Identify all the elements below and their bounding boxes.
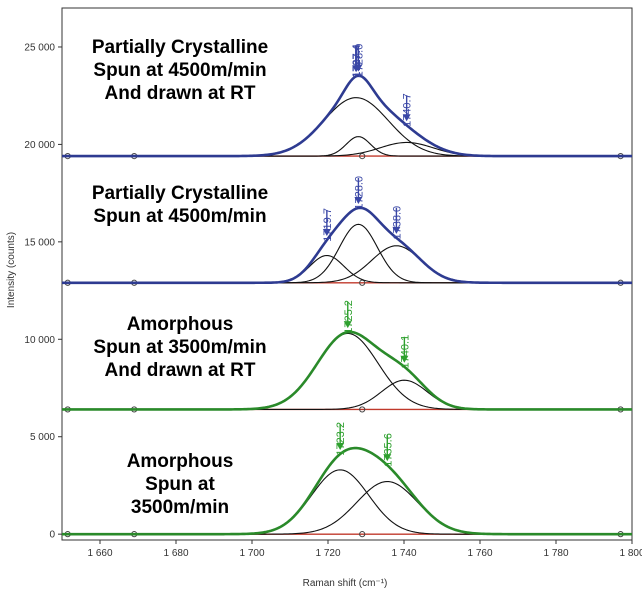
component-curve-3 (62, 141, 632, 157)
y-axis-ticks: 0 5 000 10 000 15 000 20 000 25 000 (24, 42, 62, 541)
peak-label: 1723.2 (335, 422, 347, 456)
y-tick-label: 20 000 (24, 140, 55, 151)
peak-arrow-head (400, 355, 409, 363)
panel-title-line: Partially Crystalline (92, 37, 268, 58)
envelope-curve (62, 330, 632, 411)
envelope-curve (62, 446, 632, 536)
baseline-marker (359, 153, 366, 160)
panel-title-line: 3500m/min (131, 497, 229, 518)
panel-title-line: Partially Crystalline (92, 183, 268, 204)
component-curve-1 (62, 254, 632, 284)
y-axis-label: Intensity (counts) (6, 232, 17, 308)
component-curve-2 (62, 223, 632, 284)
peak-arrow-head (343, 321, 352, 329)
envelope-curve (62, 74, 632, 158)
x-tick-label: 1 780 (543, 548, 568, 559)
peak-label: 1740.7 (402, 93, 414, 127)
envelope-curve (62, 206, 632, 285)
x-axis-ticks: 1 660 1 680 1 700 1 720 1 740 1 760 1 780 1 800 (87, 540, 642, 559)
x-tick-label: 1 760 (467, 548, 492, 559)
x-tick-label: 1 680 (163, 548, 188, 559)
panel-title-line: Spun at 4500m/min (93, 206, 266, 227)
y-tick-label: 0 (49, 530, 55, 541)
peak-label: 1740.1 (399, 335, 411, 369)
x-tick-label: 1 720 (315, 548, 340, 559)
plot-frame (61, 7, 633, 541)
x-tick-label: 1 740 (391, 548, 416, 559)
peak-arrow-head (354, 64, 363, 72)
x-tick-label: 1 700 (239, 548, 264, 559)
peak-label: 1735.6 (382, 433, 394, 467)
component-curve-2 (62, 379, 632, 410)
peak-arrow-head (322, 229, 331, 237)
spectrum-panel-2: 1719.7 1728.0 1738.0 Partially CrystallineS… (62, 176, 632, 286)
peak-label: 1728.0 (353, 176, 365, 210)
baseline-marker (359, 406, 366, 413)
component-curve-3 (62, 245, 632, 284)
panel-title-line: Spun at (145, 474, 215, 495)
y-tick-label: 15 000 (24, 237, 55, 248)
peak-arrow-head (402, 114, 411, 122)
peak-label: 1719.7 (322, 208, 334, 242)
panel-title-line: Spun at 3500m/min (93, 337, 266, 358)
panel-title-line: Amorphous (127, 314, 234, 335)
baseline-marker (359, 531, 366, 538)
peak-arrow-head (392, 226, 401, 234)
peak-label: 1727.4 (351, 43, 363, 78)
peak-label: 1725.2 (343, 300, 355, 334)
panel-title-line: And drawn at RT (105, 83, 256, 104)
peak-label: 1738.0 (391, 206, 403, 240)
y-tick-label: 5 000 (30, 432, 55, 443)
peak-arrow-head (383, 454, 392, 462)
component-curve-1 (62, 97, 632, 157)
panel-title-line: And drawn at RT (105, 360, 256, 381)
y-tick-label: 10 000 (24, 335, 55, 346)
baseline-marker (359, 279, 366, 286)
plot-border (61, 7, 633, 541)
peak-label: 1728.0 (353, 44, 365, 78)
component-curve-2 (62, 136, 632, 157)
x-tick-label: 1 800 (619, 548, 642, 559)
peak-arrow-head (336, 443, 345, 451)
panel-title-line: Amorphous (127, 451, 234, 472)
y-tick-label: 25 000 (24, 42, 55, 53)
peak-arrow-head (354, 196, 363, 204)
panel-title-line: Spun at 4500m/min (93, 60, 266, 81)
x-tick-label: 1 660 (87, 548, 112, 559)
x-axis-label: Raman shift (cm⁻¹) (303, 578, 388, 589)
